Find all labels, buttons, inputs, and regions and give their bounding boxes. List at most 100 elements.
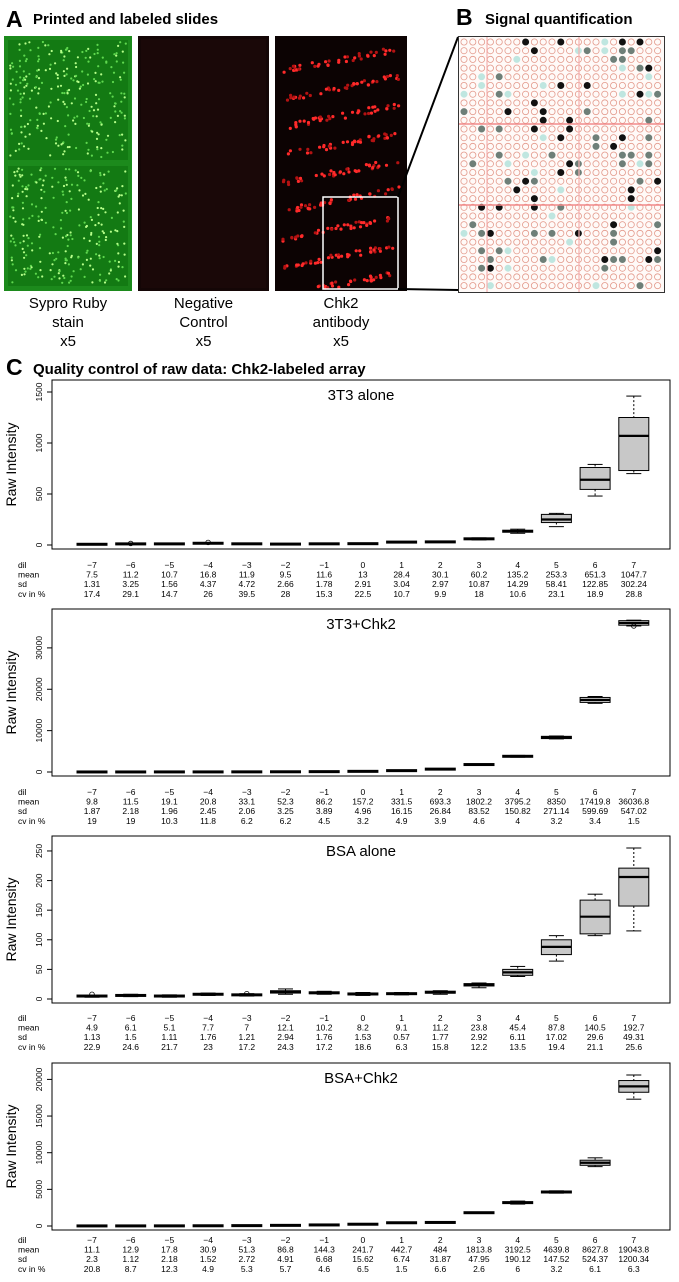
table-cell: 6.11 (510, 1032, 526, 1042)
table-cell: 1.76 (200, 1032, 217, 1042)
table-cell: 1.5 (125, 1032, 137, 1042)
y-tick-label: 1000 (34, 433, 44, 452)
table-cell: 2.92 (471, 1032, 488, 1042)
table-cell: −3 (242, 560, 252, 570)
table-cell: 147.52 (543, 1254, 569, 1264)
table-cell: 2.6 (473, 1264, 485, 1274)
table-cell: 693.3 (430, 797, 452, 807)
table-cell: 331.5 (391, 797, 413, 807)
table-cell: 7 (631, 787, 636, 797)
table-cell: 484 (433, 1245, 447, 1255)
table-cell: 1.96 (161, 806, 178, 816)
table-cell: 3.04 (393, 579, 410, 589)
table-cell: 39.5 (239, 589, 256, 599)
table-row-label: dil (18, 560, 27, 570)
table-cell: 4.9 (86, 1023, 98, 1033)
table-row-label: cv in % (18, 1264, 46, 1274)
table-cell: 11.2 (123, 570, 139, 580)
table-cell: 19.1 (161, 797, 178, 807)
table-cell: 7 (244, 1023, 249, 1033)
negative-control-slide-image (138, 36, 269, 291)
table-cell: 2.97 (432, 579, 449, 589)
box (618, 867, 650, 907)
table-row-label: sd (18, 1254, 27, 1264)
table-cell: 271.14 (543, 806, 569, 816)
table-cell: 1.76 (316, 1032, 333, 1042)
table-cell: 14.29 (507, 579, 529, 589)
table-cell: −1 (319, 1013, 329, 1023)
y-tick-label: 5000 (34, 1180, 44, 1199)
slide-caption-negative: Negative Control x5 (138, 294, 269, 351)
table-cell: 547.02 (621, 806, 647, 816)
table-cell: 3192.5 (505, 1245, 531, 1255)
table-cell: −6 (126, 1013, 136, 1023)
table-cell: −2 (281, 1013, 291, 1023)
table-cell: 11.9 (239, 570, 255, 580)
table-cell: 3 (477, 1235, 482, 1245)
table-cell: 9.9 (434, 589, 446, 599)
chart-title: BSA+Chk2 (324, 1070, 398, 1087)
table-cell: 17419.8 (580, 797, 611, 807)
table-cell: −6 (126, 560, 136, 570)
table-cell: −1 (319, 1235, 329, 1245)
caption-line: Negative (173, 295, 234, 312)
table-cell: 12.2 (471, 1042, 488, 1052)
table-cell: 0 (361, 1013, 366, 1023)
y-tick-label: 0 (34, 769, 44, 774)
table-cell: 23.8 (471, 1023, 488, 1033)
table-cell: 2.94 (277, 1032, 294, 1042)
y-tick-label: 200 (34, 873, 44, 887)
table-cell: 8627.8 (582, 1245, 608, 1255)
table-cell: −2 (281, 787, 291, 797)
table-cell: 4.91 (277, 1254, 294, 1264)
caption-line: Control (179, 314, 228, 331)
table-cell: 47.95 (468, 1254, 490, 1264)
caption-line: stain (52, 314, 84, 331)
table-cell: 16.8 (200, 570, 217, 580)
table-cell: 23.1 (548, 589, 565, 599)
table-cell: 6.2 (241, 816, 253, 826)
table-cell: 60.2 (471, 570, 488, 580)
table-cell: 15.62 (352, 1254, 374, 1264)
table-cell: −7 (87, 560, 97, 570)
table-cell: 33.1 (239, 797, 256, 807)
plot-frame (51, 1062, 671, 1231)
table-cell: 25.6 (626, 1042, 643, 1052)
table-cell: 10.2 (316, 1023, 333, 1033)
y-tick-label: 0 (34, 542, 44, 547)
table-cell: −3 (242, 1013, 252, 1023)
table-cell: −4 (203, 560, 213, 570)
table-cell: 6.3 (396, 1042, 408, 1052)
table-cell: 5.1 (163, 1023, 175, 1033)
table-cell: 1200.34 (618, 1254, 649, 1264)
table-cell: 51.3 (239, 1245, 256, 1255)
table-cell: 28.8 (626, 589, 643, 599)
table-cell: −6 (126, 1235, 136, 1245)
outlier-point (631, 623, 637, 629)
table-cell: 2.91 (355, 579, 372, 589)
table-cell: 3 (477, 787, 482, 797)
caption-line: Chk2 (323, 295, 359, 312)
y-tick-label: 250 (34, 844, 44, 858)
table-cell: 6.5 (357, 1264, 369, 1274)
table-cell: 1802.2 (466, 797, 492, 807)
table-cell: 157.2 (352, 797, 374, 807)
y-tick-label: 0 (34, 1223, 44, 1228)
table-cell: −7 (87, 1235, 97, 1245)
table-cell: 2 (438, 560, 443, 570)
table-cell: −5 (165, 1013, 175, 1023)
table-cell: 17.02 (546, 1032, 568, 1042)
table-cell: 17.4 (84, 589, 101, 599)
table-cell: 4.6 (318, 1264, 330, 1274)
table-cell: 5 (554, 1235, 559, 1245)
caption-line: x5 (195, 333, 212, 350)
table-cell: 9.5 (280, 570, 292, 580)
panel-b-title: Signal quantification (485, 11, 633, 28)
table-cell: 8350 (547, 797, 566, 807)
table-cell: 83.52 (468, 806, 490, 816)
table-cell: 6 (593, 1235, 598, 1245)
table-cell: 18.6 (355, 1042, 372, 1052)
table-cell: 2.18 (161, 1254, 178, 1264)
table-cell: 6.74 (393, 1254, 410, 1264)
